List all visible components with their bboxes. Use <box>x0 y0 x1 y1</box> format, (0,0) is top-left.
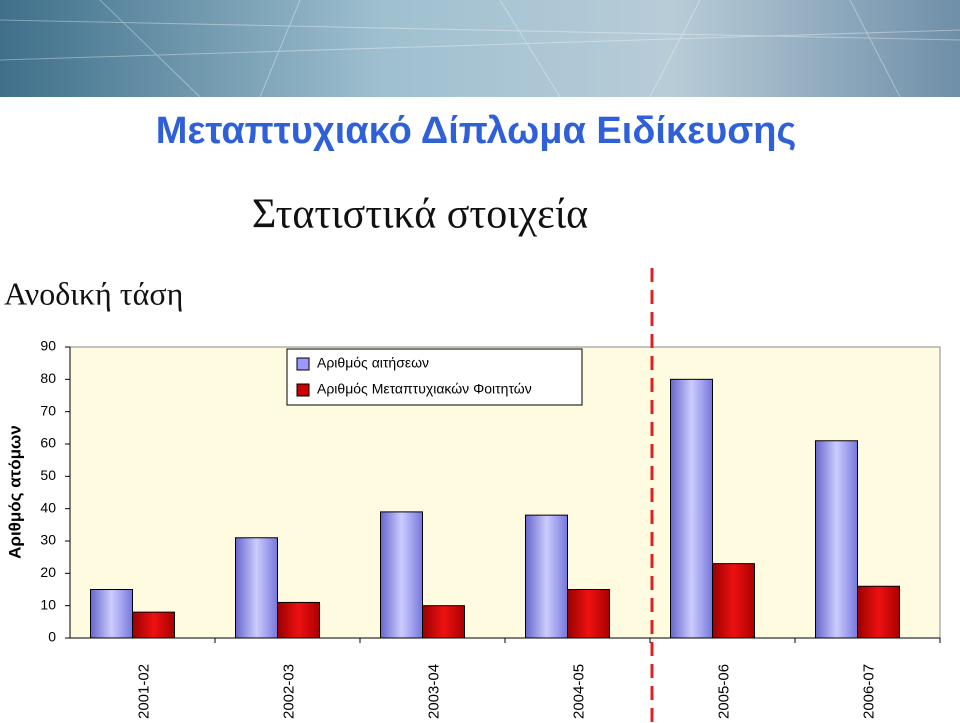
bar <box>380 511 423 639</box>
x-tick-label: 2004-05 <box>570 664 587 719</box>
bar <box>712 563 755 639</box>
y-tick-label: 70 <box>40 402 56 418</box>
bar <box>277 601 320 639</box>
bar <box>670 378 713 639</box>
x-tick-label: 2005-06 <box>715 664 732 719</box>
y-tick-label: 30 <box>40 532 56 548</box>
bar <box>422 605 465 639</box>
legend-swatch <box>296 383 310 397</box>
x-tick-label: 2001-02 <box>135 664 152 719</box>
bar <box>525 514 568 639</box>
legend-swatch <box>296 357 310 371</box>
y-axis-title: Αριθμός ατόμων <box>5 425 24 559</box>
x-tick-label: 2003-04 <box>425 664 442 719</box>
banner <box>0 0 960 97</box>
y-tick-label: 20 <box>40 564 56 580</box>
y-tick-label: 60 <box>40 435 56 451</box>
y-tick-label: 10 <box>40 596 56 612</box>
bar <box>90 589 133 639</box>
legend-label: Αριθμός Μεταπτυχιακών Φοιτητών <box>317 381 532 397</box>
bar <box>857 585 900 639</box>
legend-label: Αριθμός αιτήσεων <box>317 355 429 371</box>
y-tick-label: 50 <box>40 467 56 483</box>
bar <box>815 440 858 639</box>
x-tick-label: 2006-07 <box>860 664 877 719</box>
y-tick-label: 90 <box>40 338 56 354</box>
banner-pattern <box>0 0 960 98</box>
bar <box>235 537 278 639</box>
y-tick-label: 40 <box>40 499 56 515</box>
x-tick-label: 2002-03 <box>280 664 297 719</box>
note: Ανοδική τάση <box>4 275 183 311</box>
legend-box <box>286 348 583 406</box>
y-tick-label: 0 <box>48 629 56 645</box>
slide-subtitle: Στατιστικά στοιχεία <box>252 192 588 238</box>
slide-title: Μεταπτυχιακό Δίπλωμα Ειδίκευσης <box>156 110 797 152</box>
bar <box>132 611 175 639</box>
y-tick-label: 80 <box>40 370 56 386</box>
bar <box>567 589 610 639</box>
